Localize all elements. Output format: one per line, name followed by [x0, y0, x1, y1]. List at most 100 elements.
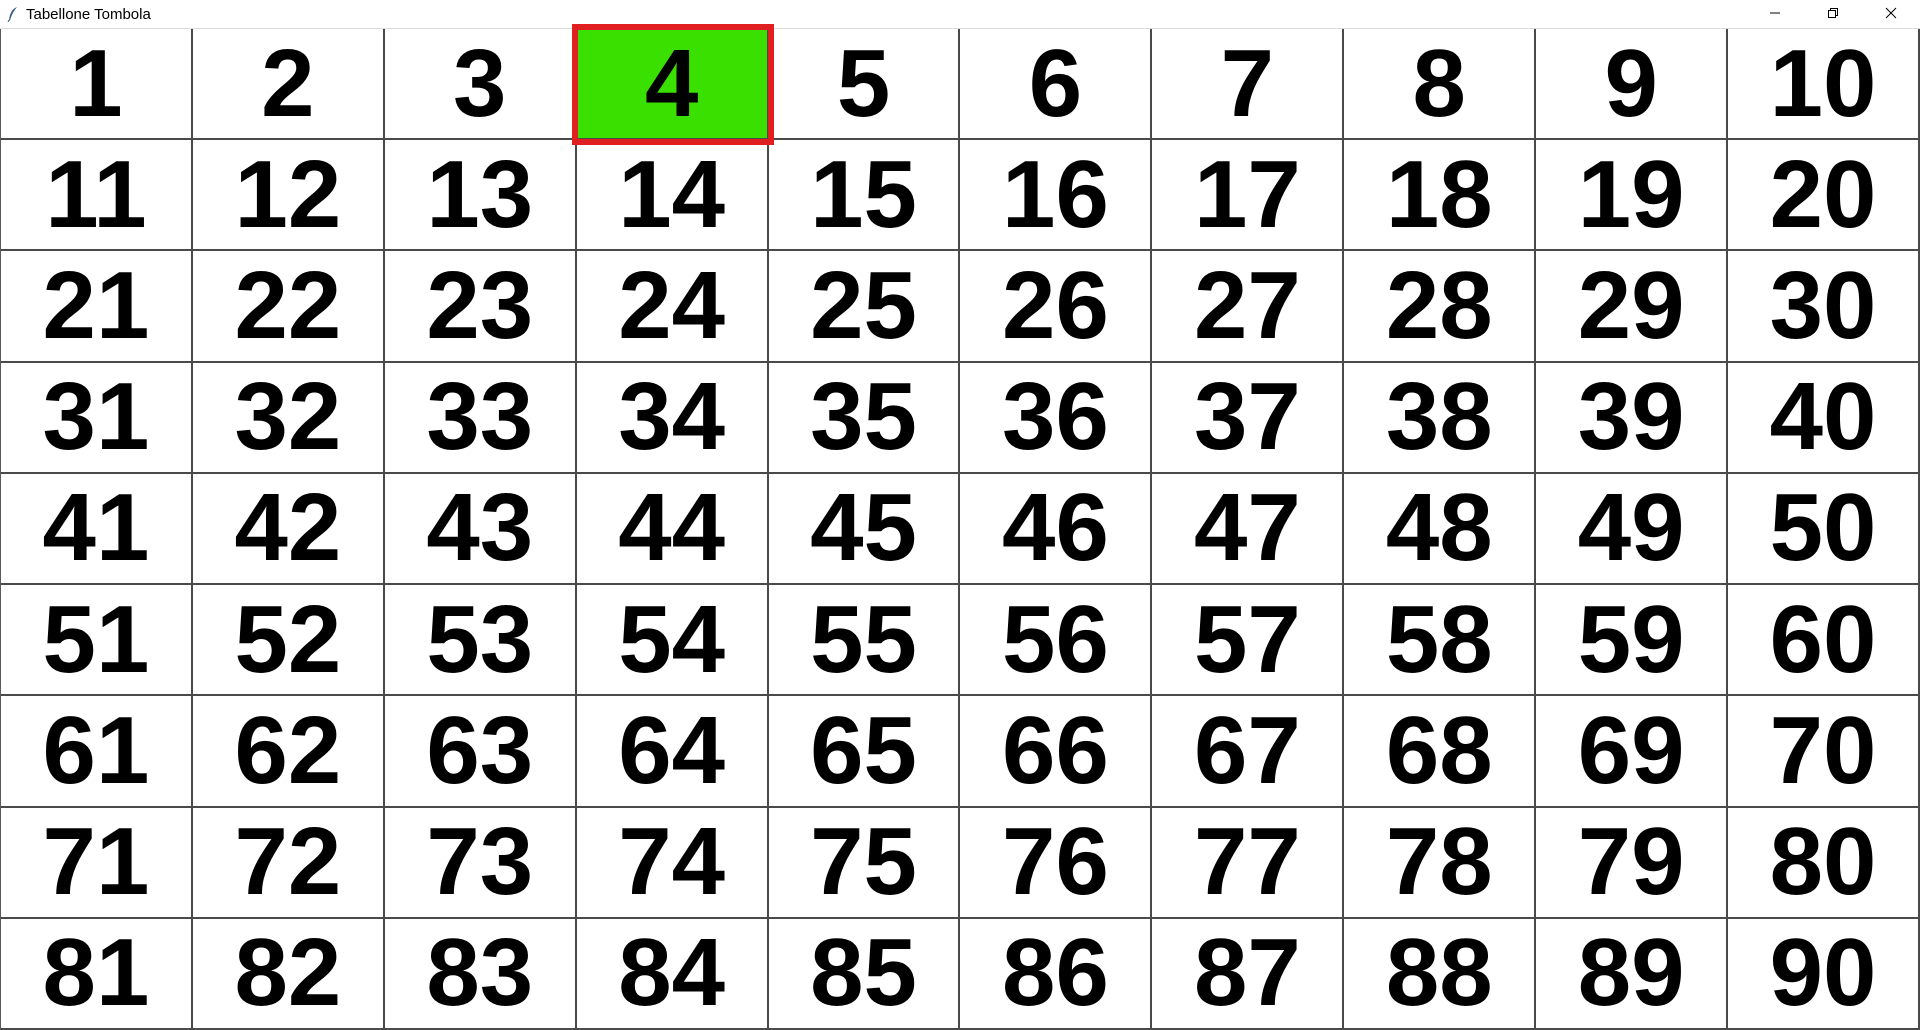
number-cell-33[interactable]: 33	[384, 362, 577, 474]
number-cell-58[interactable]: 58	[1344, 585, 1537, 697]
number-cell-74[interactable]: 74	[576, 807, 769, 919]
number-cell-63[interactable]: 63	[384, 696, 577, 808]
number-cell-75[interactable]: 75	[768, 807, 961, 919]
number-cell-79[interactable]: 79	[1536, 807, 1729, 919]
number-cell-15[interactable]: 15	[768, 140, 961, 252]
number-cell-43[interactable]: 43	[384, 473, 577, 586]
number-cell-70[interactable]: 70	[1728, 696, 1920, 808]
number-cell-38[interactable]: 38	[1344, 362, 1537, 474]
number-cell-3[interactable]: 3	[384, 29, 577, 141]
number-cell-7[interactable]: 7	[1152, 29, 1345, 141]
number-cell-78[interactable]: 78	[1344, 807, 1537, 919]
number-cell-1[interactable]: 1	[1, 29, 193, 141]
number-cell-25[interactable]: 25	[768, 251, 961, 363]
number-cell-89[interactable]: 89	[1536, 918, 1729, 1030]
number-cell-4[interactable]: 4	[571, 23, 774, 146]
number-cell-57[interactable]: 57	[1152, 585, 1345, 697]
number-cell-2[interactable]: 2	[192, 29, 385, 141]
number-cell-80[interactable]: 80	[1728, 807, 1920, 919]
number-cell-77[interactable]: 77	[1152, 807, 1345, 919]
minimize-button[interactable]	[1746, 0, 1804, 29]
close-icon	[1885, 6, 1897, 24]
number-cell-5[interactable]: 5	[768, 29, 961, 141]
number-cell-55[interactable]: 55	[768, 585, 961, 697]
number-cell-20[interactable]: 20	[1728, 140, 1920, 252]
window-title: Tabellone Tombola	[26, 5, 151, 23]
number-cell-19[interactable]: 19	[1536, 140, 1729, 252]
number-cell-18[interactable]: 18	[1344, 140, 1537, 252]
number-cell-13[interactable]: 13	[384, 140, 577, 252]
number-cell-68[interactable]: 68	[1344, 696, 1537, 808]
number-cell-42[interactable]: 42	[192, 473, 385, 586]
minimize-icon	[1769, 6, 1781, 24]
number-cell-44[interactable]: 44	[576, 473, 769, 586]
number-cell-41[interactable]: 41	[1, 473, 193, 586]
window-controls	[1746, 0, 1920, 29]
number-cell-51[interactable]: 51	[1, 585, 193, 697]
number-cell-32[interactable]: 32	[192, 362, 385, 474]
number-cell-21[interactable]: 21	[1, 251, 193, 363]
number-cell-73[interactable]: 73	[384, 807, 577, 919]
number-cell-90[interactable]: 90	[1728, 918, 1920, 1030]
number-cell-6[interactable]: 6	[960, 29, 1153, 141]
number-cell-28[interactable]: 28	[1344, 251, 1537, 363]
number-cell-64[interactable]: 64	[576, 696, 769, 808]
number-cell-85[interactable]: 85	[768, 918, 961, 1030]
number-cell-60[interactable]: 60	[1728, 585, 1920, 697]
number-cell-47[interactable]: 47	[1152, 473, 1345, 586]
number-cell-86[interactable]: 86	[960, 918, 1153, 1030]
number-cell-87[interactable]: 87	[1152, 918, 1345, 1030]
feather-icon	[6, 6, 20, 22]
number-cell-67[interactable]: 67	[1152, 696, 1345, 808]
number-cell-24[interactable]: 24	[576, 251, 769, 363]
number-cell-72[interactable]: 72	[192, 807, 385, 919]
number-cell-27[interactable]: 27	[1152, 251, 1345, 363]
number-cell-26[interactable]: 26	[960, 251, 1153, 363]
number-cell-83[interactable]: 83	[384, 918, 577, 1030]
number-cell-29[interactable]: 29	[1536, 251, 1729, 363]
number-cell-31[interactable]: 31	[1, 362, 193, 474]
number-cell-14[interactable]: 14	[576, 140, 769, 252]
number-cell-46[interactable]: 46	[960, 473, 1153, 586]
number-cell-66[interactable]: 66	[960, 696, 1153, 808]
number-cell-10[interactable]: 10	[1728, 29, 1920, 141]
number-cell-53[interactable]: 53	[384, 585, 577, 697]
number-cell-76[interactable]: 76	[960, 807, 1153, 919]
number-cell-62[interactable]: 62	[192, 696, 385, 808]
number-cell-59[interactable]: 59	[1536, 585, 1729, 697]
number-cell-84[interactable]: 84	[576, 918, 769, 1030]
number-cell-17[interactable]: 17	[1152, 140, 1345, 252]
title-bar[interactable]: Tabellone Tombola	[0, 0, 1920, 29]
number-cell-37[interactable]: 37	[1152, 362, 1345, 474]
number-cell-71[interactable]: 71	[1, 807, 193, 919]
number-cell-30[interactable]: 30	[1728, 251, 1920, 363]
number-cell-56[interactable]: 56	[960, 585, 1153, 697]
close-button[interactable]	[1862, 0, 1920, 29]
number-cell-34[interactable]: 34	[576, 362, 769, 474]
number-cell-48[interactable]: 48	[1344, 473, 1537, 586]
number-cell-22[interactable]: 22	[192, 251, 385, 363]
number-cell-16[interactable]: 16	[960, 140, 1153, 252]
number-cell-49[interactable]: 49	[1536, 473, 1729, 586]
number-cell-82[interactable]: 82	[192, 918, 385, 1030]
number-cell-45[interactable]: 45	[768, 473, 961, 586]
number-cell-50[interactable]: 50	[1728, 473, 1920, 586]
number-cell-39[interactable]: 39	[1536, 362, 1729, 474]
number-cell-54[interactable]: 54	[576, 585, 769, 697]
number-cell-65[interactable]: 65	[768, 696, 961, 808]
number-cell-8[interactable]: 8	[1344, 29, 1537, 141]
number-cell-36[interactable]: 36	[960, 362, 1153, 474]
number-cell-11[interactable]: 11	[1, 140, 193, 252]
number-cell-61[interactable]: 61	[1, 696, 193, 808]
maximize-button[interactable]	[1804, 0, 1862, 29]
number-cell-9[interactable]: 9	[1536, 29, 1729, 141]
number-cell-69[interactable]: 69	[1536, 696, 1729, 808]
number-cell-88[interactable]: 88	[1344, 918, 1537, 1030]
number-cell-12[interactable]: 12	[192, 140, 385, 252]
number-cell-52[interactable]: 52	[192, 585, 385, 697]
number-cell-81[interactable]: 81	[1, 918, 193, 1030]
number-cell-23[interactable]: 23	[384, 251, 577, 363]
number-cell-35[interactable]: 35	[768, 362, 961, 474]
number-cell-40[interactable]: 40	[1728, 362, 1920, 474]
